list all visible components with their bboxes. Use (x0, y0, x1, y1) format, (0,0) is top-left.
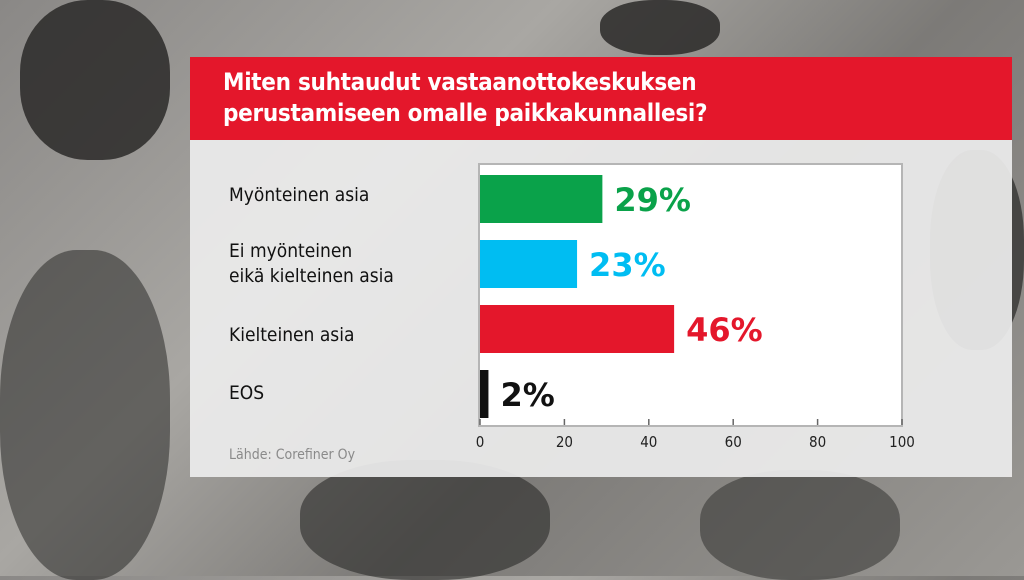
bar (480, 370, 489, 418)
background-silhouette (700, 470, 900, 580)
background-silhouette (0, 250, 170, 580)
bar (480, 175, 603, 223)
chart-title: Miten suhtaudut vastaanottokeskuksen per… (223, 68, 708, 127)
value-label: 23% (589, 246, 666, 284)
x-tick-label: 40 (640, 433, 657, 451)
background-silhouette (600, 0, 720, 55)
background-silhouette (20, 0, 170, 160)
category-label: Ei myönteinen eikä kielteinen asia (229, 240, 394, 287)
value-label: 29% (614, 181, 691, 219)
category-label: EOS (229, 382, 265, 404)
source-note: Lähde: Corefiner Oy (229, 447, 356, 463)
category-label: Kielteinen asia (229, 324, 355, 346)
value-label: 2% (500, 376, 554, 414)
value-label: 46% (686, 311, 763, 349)
x-tick-label: 80 (809, 433, 826, 451)
x-tick-label: 100 (889, 433, 915, 451)
x-tick-label: 60 (725, 433, 742, 451)
x-tick-label: 0 (476, 433, 485, 451)
bar (480, 305, 675, 353)
bar (480, 240, 578, 288)
x-tick-label: 20 (556, 433, 573, 451)
category-label: Myönteinen asia (229, 184, 370, 206)
chart-header: Miten suhtaudut vastaanottokeskuksen per… (190, 57, 1012, 140)
background-silhouette (300, 460, 550, 580)
